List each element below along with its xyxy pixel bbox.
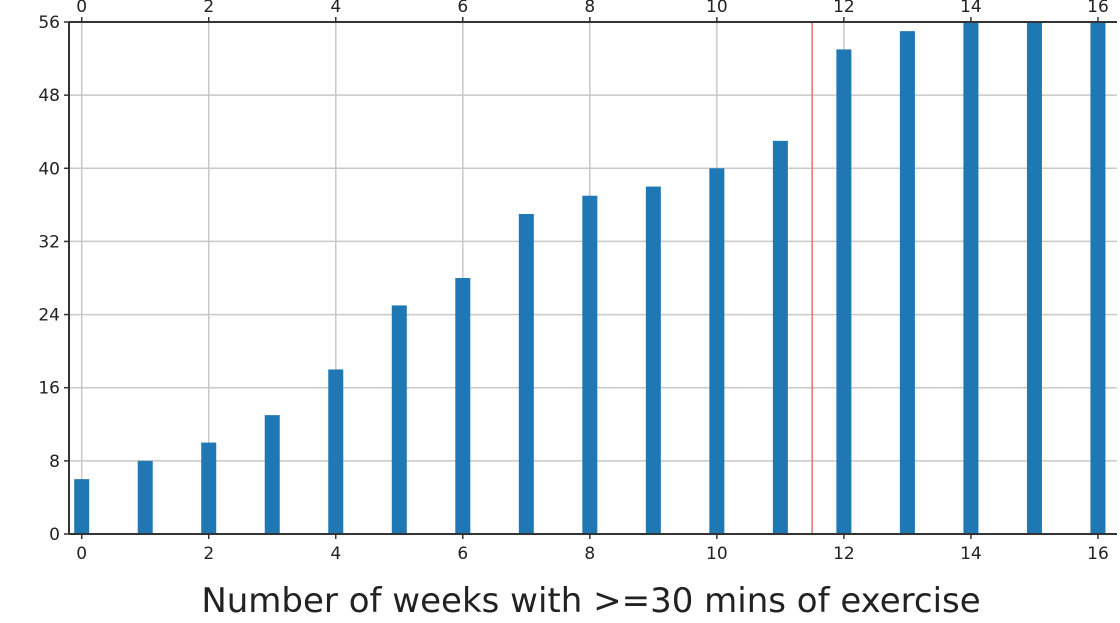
top-x-tick-label: 12 xyxy=(833,0,855,17)
top-x-tick-label: 10 xyxy=(706,0,728,17)
bar xyxy=(582,195,598,534)
x-tick-label: 8 xyxy=(584,544,595,564)
x-tick-label: 10 xyxy=(706,544,728,564)
bar xyxy=(74,479,90,534)
top-x-tick-label: 16 xyxy=(1087,0,1109,17)
y-tick-label: 8 xyxy=(49,452,60,472)
y-tick-label: 16 xyxy=(38,379,60,399)
bars xyxy=(74,22,1106,535)
x-tick-label: 6 xyxy=(457,544,468,564)
y-tick-label: 24 xyxy=(38,306,60,326)
top-x-tick-label: 4 xyxy=(330,0,341,17)
bar xyxy=(963,22,979,534)
x-tick-label: 14 xyxy=(960,544,982,564)
axes xyxy=(64,17,1117,539)
y-tick-label: 48 xyxy=(38,86,60,106)
bar xyxy=(137,460,153,534)
bar xyxy=(201,442,217,534)
top-x-tick-label: 0 xyxy=(76,0,87,17)
y-tick-label: 56 xyxy=(38,13,60,33)
bar xyxy=(328,369,344,534)
x-tick-label: 0 xyxy=(76,544,87,564)
bar xyxy=(264,415,280,534)
bar xyxy=(836,49,852,535)
bar xyxy=(899,31,915,535)
x-tick-label: 4 xyxy=(330,544,341,564)
bar xyxy=(455,278,471,534)
top-x-tick-label: 2 xyxy=(203,0,214,17)
top-x-tick-label: 6 xyxy=(457,0,468,17)
bar xyxy=(772,140,788,534)
top-x-tick-label: 14 xyxy=(960,0,982,17)
x-axis-label: Number of weeks with >=30 mins of exerci… xyxy=(201,581,980,619)
y-tick-label: 40 xyxy=(38,159,60,179)
bar xyxy=(1090,22,1106,534)
x-tick-label: 12 xyxy=(833,544,855,564)
y-tick-label: 32 xyxy=(38,232,60,252)
bar xyxy=(391,305,407,534)
x-tick-label: 2 xyxy=(203,544,214,564)
bar xyxy=(518,214,534,534)
bar xyxy=(1026,22,1042,534)
y-tick-label: 0 xyxy=(49,525,60,545)
bar xyxy=(645,186,661,535)
top-x-tick-label: 8 xyxy=(584,0,595,17)
bar xyxy=(709,168,725,535)
x-tick-label: 16 xyxy=(1087,544,1109,564)
